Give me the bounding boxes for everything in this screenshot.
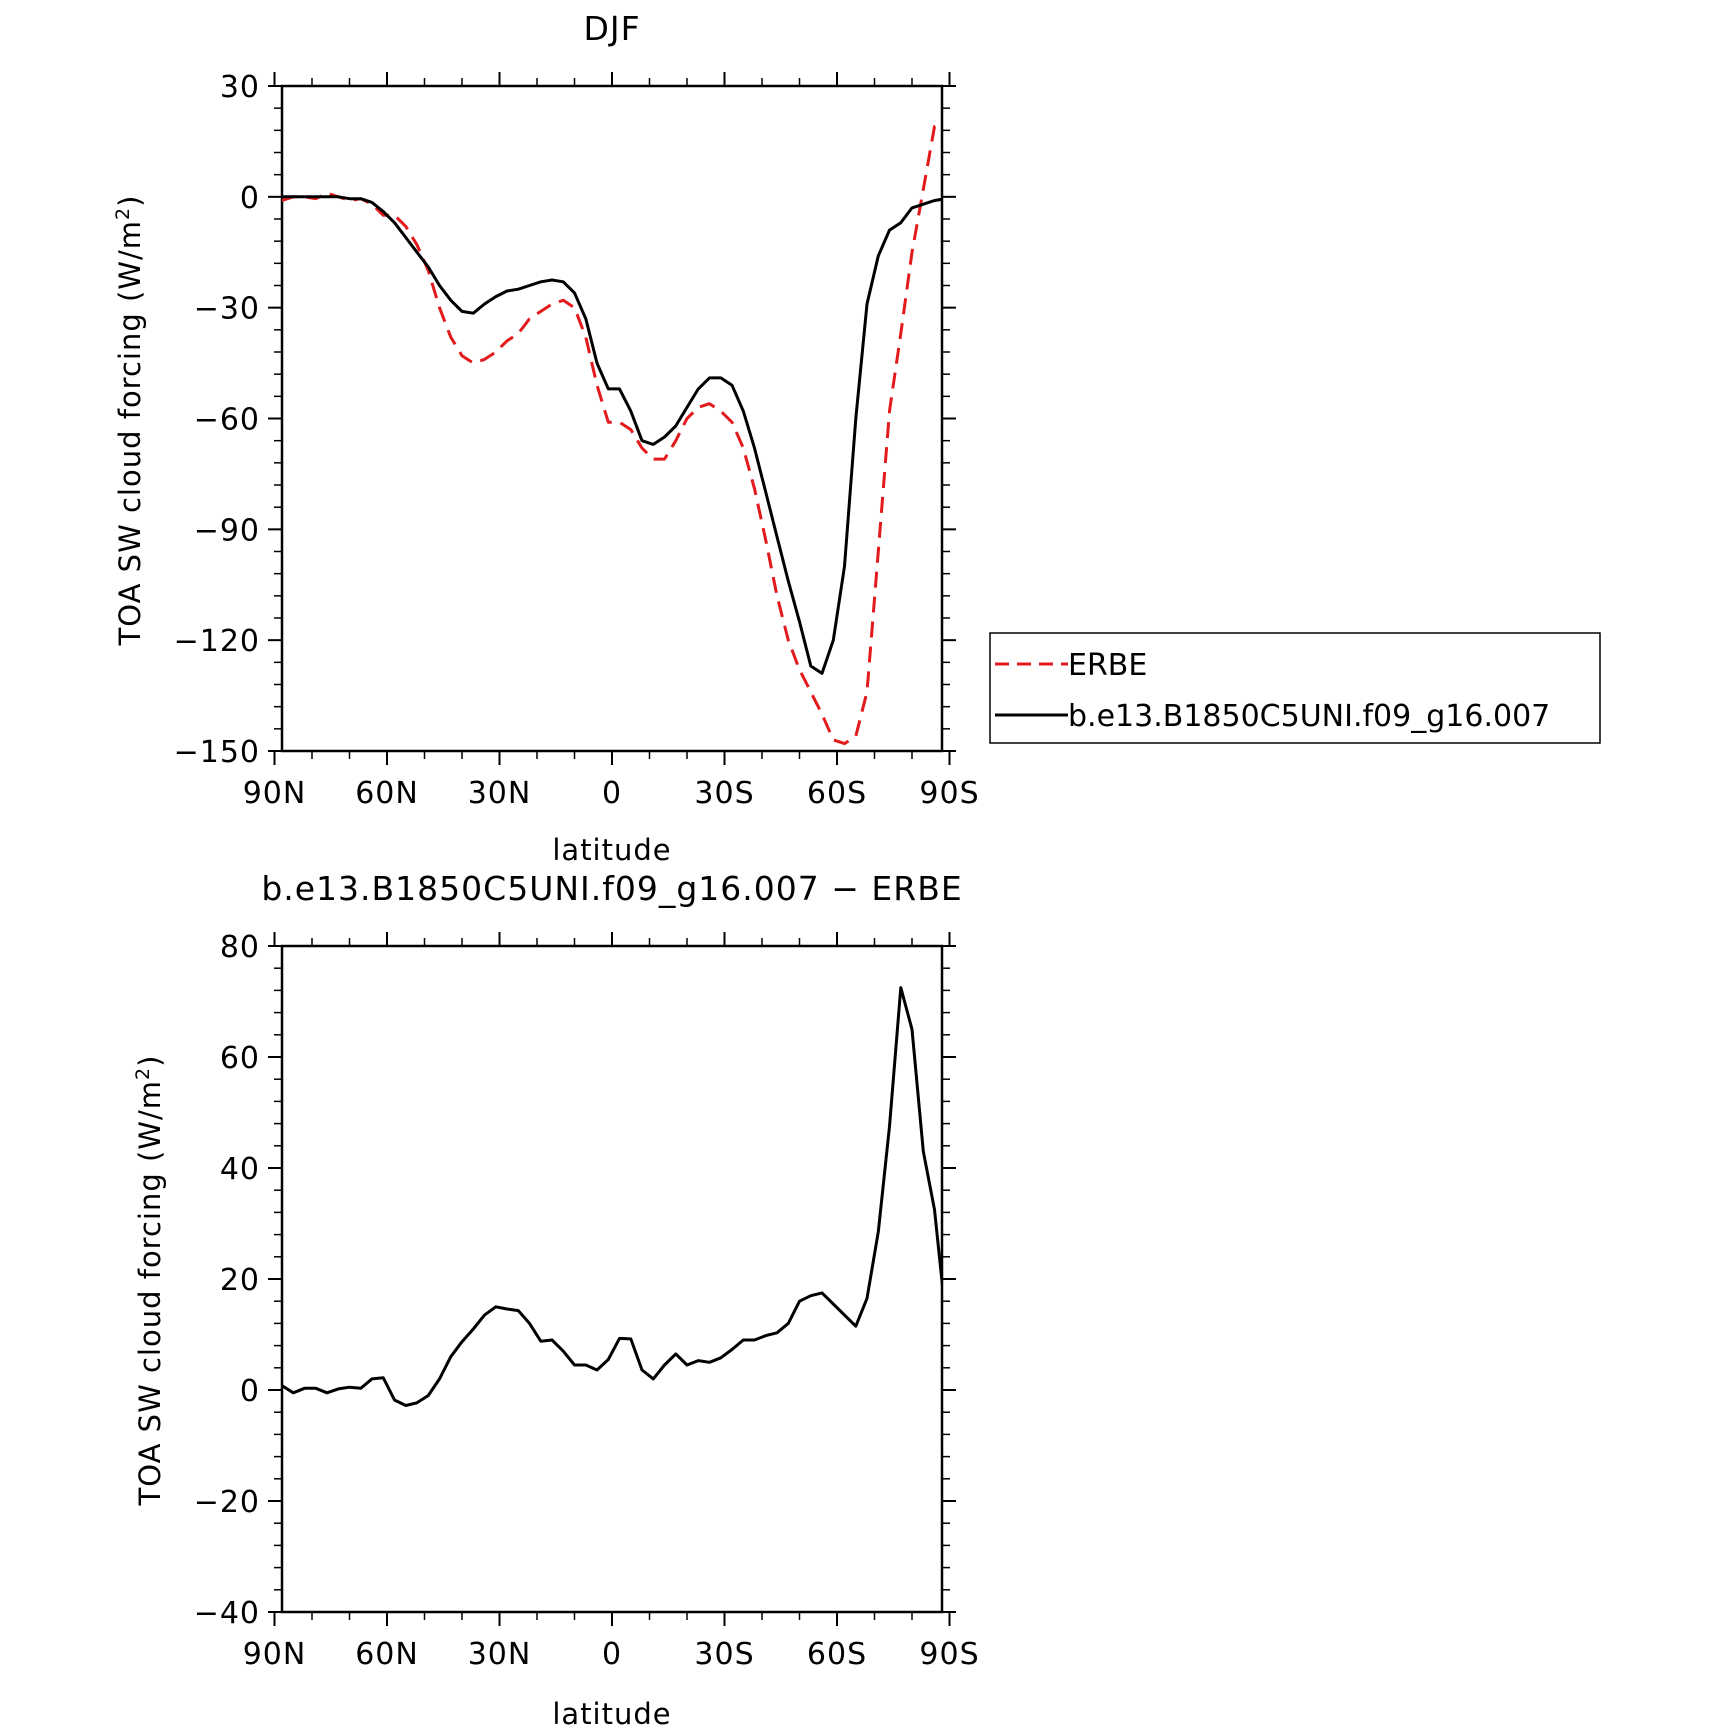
plot-frame	[280, 944, 944, 1614]
x-axis-label: latitude	[552, 1697, 671, 1731]
x-tick-label: 60N	[355, 1637, 419, 1672]
series-line-1	[282, 195, 942, 675]
y-axis-label-superscript: 2	[112, 207, 134, 220]
y-tick-label: −30	[194, 292, 260, 327]
x-tick-label: 30N	[468, 776, 532, 811]
x-tick-label: 90N	[243, 1637, 307, 1672]
y-tick-label: −60	[194, 403, 260, 438]
x-tick-label: 30N	[468, 1637, 532, 1672]
chart-title: DJF	[583, 9, 640, 48]
y-axis-label-close: )	[133, 1055, 167, 1067]
x-tick-label: 30S	[694, 1637, 754, 1672]
y-tick-label: 40	[220, 1152, 260, 1187]
x-tick-label: 90N	[243, 776, 307, 811]
top-panel: DJF 30 0 −30 −60 −90 −120 −150 90N 60N 30N 0 30S 60S…	[112, 9, 1601, 867]
legend: ERBE b.e13.B1850C5UNI.f09_g16.007	[989, 632, 1601, 744]
y-tick-label: 80	[220, 930, 260, 965]
y-axis-label-close: )	[113, 195, 147, 207]
x-tick-label: 60S	[807, 1637, 867, 1672]
y-axis-label-text: TOA SW cloud forcing (W/m	[113, 220, 147, 646]
chart-title: b.e13.B1850C5UNI.f09_g16.007 − ERBE	[261, 869, 962, 908]
plot-frame	[280, 84, 944, 753]
y-tick-label: 0	[240, 181, 260, 216]
legend-label-erbe: ERBE	[1068, 648, 1147, 683]
x-tick-label: 0	[602, 1637, 622, 1672]
y-tick-label: −40	[194, 1596, 260, 1631]
y-tick-label: −20	[194, 1485, 260, 1520]
plot-area: 80 60 40 20 0 −20 −40 90N 60N 30N 0 30S 60S 90S	[194, 930, 979, 1672]
y-tick-label: −120	[174, 624, 260, 659]
legend-box	[989, 632, 1601, 744]
series-line-0	[282, 986, 942, 1407]
x-tick-label: 90S	[919, 1637, 979, 1672]
y-axis-label: TOA SW cloud forcing (W/m2)	[132, 1055, 167, 1507]
y-tick-label: 60	[220, 1041, 260, 1076]
plot-area: 30 0 −30 −60 −90 −120 −150 90N 60N 30N 0 30S 60S 90S	[174, 70, 979, 811]
y-axis-label-superscript: 2	[132, 1067, 154, 1080]
x-tick-label: 90S	[919, 776, 979, 811]
x-tick-label: 30S	[694, 776, 754, 811]
x-tick-label: 0	[602, 776, 622, 811]
y-tick-label: −150	[174, 735, 260, 770]
y-axis-label: TOA SW cloud forcing (W/m2)	[112, 195, 147, 647]
y-tick-label: 20	[220, 1263, 260, 1298]
x-tick-label: 60S	[807, 776, 867, 811]
x-axis-label: latitude	[552, 833, 671, 867]
y-tick-label: −90	[194, 513, 260, 548]
x-tick-label: 60N	[355, 776, 419, 811]
y-tick-label: 0	[240, 1374, 260, 1409]
bottom-panel: b.e13.B1850C5UNI.f09_g16.007 − ERBE 80 60…	[132, 869, 979, 1731]
legend-label-model: b.e13.B1850C5UNI.f09_g16.007	[1068, 699, 1550, 734]
series-line-0	[282, 122, 942, 746]
y-tick-label: 30	[220, 70, 260, 105]
y-axis-label-text: TOA SW cloud forcing (W/m	[133, 1080, 167, 1506]
